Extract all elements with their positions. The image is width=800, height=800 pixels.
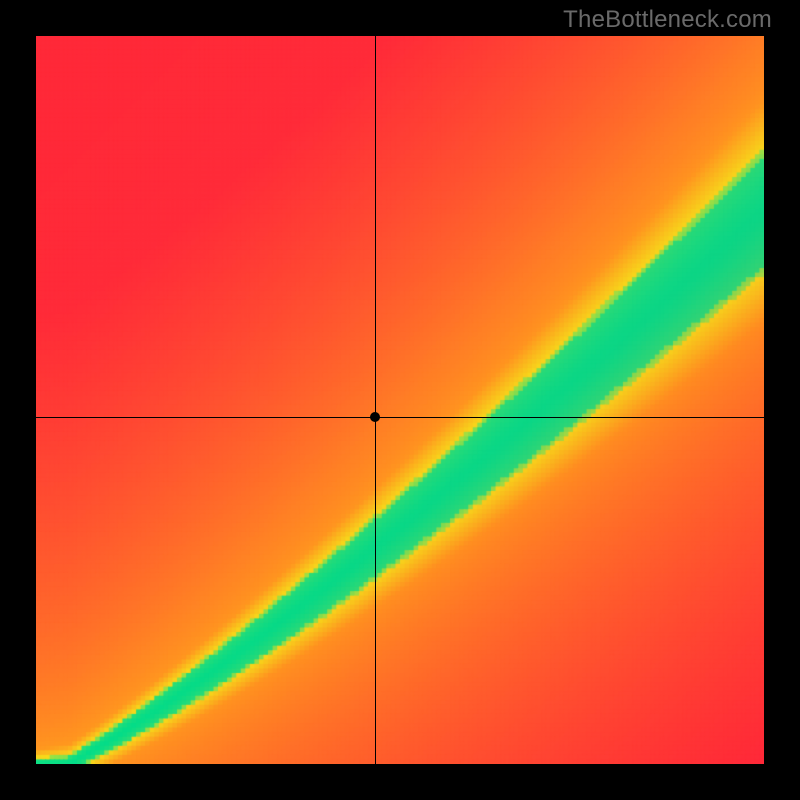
- crosshair-vertical: [375, 36, 376, 764]
- crosshair-horizontal: [36, 417, 764, 418]
- heatmap-plot-area: [36, 36, 764, 764]
- selection-marker[interactable]: [370, 412, 380, 422]
- heatmap-canvas: [36, 36, 764, 764]
- watermark-text: TheBottleneck.com: [563, 6, 772, 34]
